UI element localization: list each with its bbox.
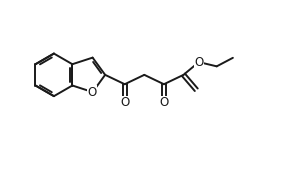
- Text: O: O: [194, 56, 204, 69]
- Text: O: O: [87, 86, 96, 98]
- Text: O: O: [159, 96, 168, 109]
- Text: O: O: [120, 96, 129, 109]
